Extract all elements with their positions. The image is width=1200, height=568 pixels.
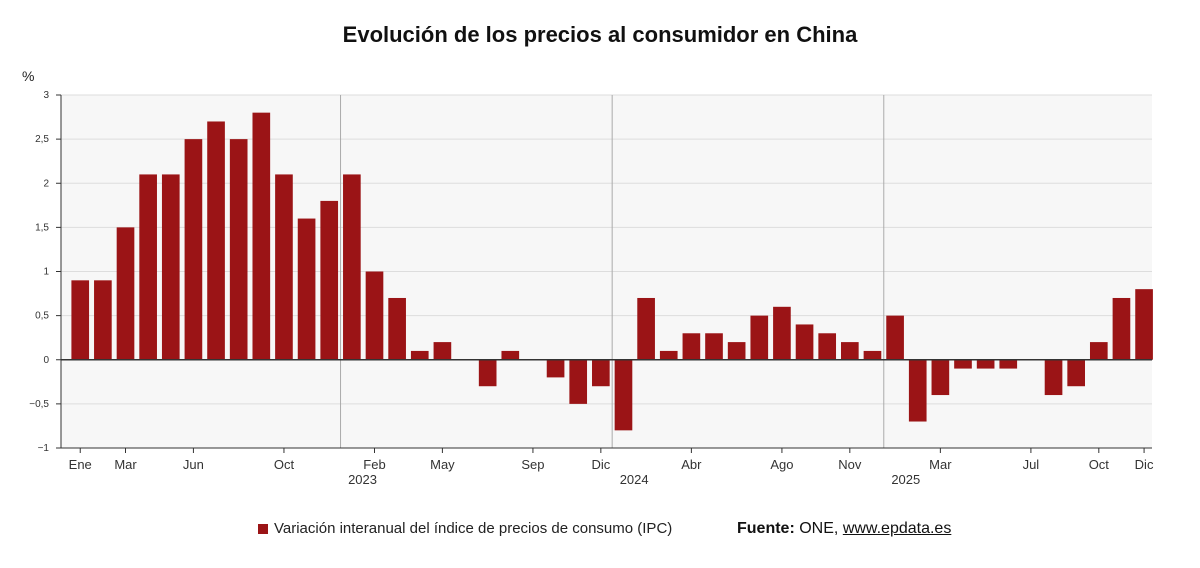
bar: Ago 2024 <box>773 306 791 360</box>
bar: Ene 2025 <box>886 315 904 360</box>
bar: Nov 2023 <box>569 359 588 404</box>
bar: Dic 2023 <box>592 359 610 387</box>
y-tick-label: 0 <box>43 355 49 366</box>
bar: Ago 2022 <box>229 139 248 360</box>
bar: Ago 2025 <box>1044 359 1063 396</box>
bar: Oct 2023 <box>546 359 565 378</box>
bar: Oct 2022 <box>275 174 293 360</box>
bar: Ene 2022 <box>71 280 90 360</box>
x-tick-label: Oct <box>1089 457 1110 472</box>
bar: Abr 2023 <box>410 350 429 360</box>
bar: Abr 2022 <box>139 174 157 360</box>
bar: Jul 2023 <box>478 359 497 387</box>
bar: Mar 2023 <box>388 297 406 360</box>
bar: Oct 2025 <box>1089 342 1108 360</box>
bar: May 2023 <box>433 342 452 360</box>
source-link[interactable]: www.epdata.es <box>842 520 952 537</box>
x-tick-label: Ago <box>770 457 793 472</box>
x-tick-label: Sep <box>521 457 544 472</box>
bar: May 2024 <box>705 333 723 360</box>
bar: Feb 2024 <box>637 297 655 360</box>
bar: Jul 2022 <box>207 121 225 360</box>
bar: Sep 2022 <box>252 112 271 360</box>
x-tick-label: Dic <box>591 457 610 472</box>
x-tick-label: Oct <box>274 457 295 472</box>
bar: Dic 2022 <box>320 200 339 360</box>
bar: Abr 2024 <box>682 333 701 360</box>
y-tick-label: 1 <box>43 267 49 278</box>
y-tick-label: −1 <box>38 443 50 454</box>
bar: Feb 2022 <box>94 280 112 360</box>
legend-label: Variación interanual del índice de preci… <box>274 520 673 537</box>
chart-title: Evolución de los precios al consumidor e… <box>342 22 858 47</box>
x-tick-label: Mar <box>114 457 137 472</box>
y-tick-label: 2 <box>43 178 49 189</box>
bar: Nov 2022 <box>297 218 316 360</box>
bar: Ene 2024 <box>614 359 633 431</box>
x-tick-label: Jun <box>183 457 204 472</box>
bar: Abr 2025 <box>954 359 972 369</box>
y-tick-label: 1,5 <box>35 222 49 233</box>
legend[interactable]: Variación interanual del índice de preci… <box>258 520 672 537</box>
bar: Dic 2025 <box>1135 289 1153 360</box>
x-tick-label: Ene <box>69 457 92 472</box>
y-tick-label: 3 <box>43 90 49 101</box>
source-note: Fuente: ONE, www.epdata.es <box>737 520 951 538</box>
bar: May 2022 <box>161 174 180 360</box>
x-tick-label: Feb <box>363 457 385 472</box>
bar: Ene 2023 <box>343 174 361 360</box>
bar: Nov 2025 <box>1112 297 1131 360</box>
bar: Mar 2024 <box>659 350 678 360</box>
y-axis-unit-label: % <box>22 68 35 84</box>
bar: May 2025 <box>976 359 995 369</box>
source-text: ONE, <box>799 520 839 537</box>
bar: Dic 2024 <box>863 350 882 360</box>
bar: Feb 2023 <box>365 271 384 360</box>
year-label: 2025 <box>891 472 920 487</box>
bar: Jun 2022 <box>184 139 203 360</box>
x-tick-label: Abr <box>681 457 702 472</box>
bar: Mar 2022 <box>116 227 135 360</box>
bar: Mar 2025 <box>931 359 950 396</box>
bar: Jun 2024 <box>727 342 746 360</box>
x-tick-label: Nov <box>838 457 862 472</box>
x-tick-label: Mar <box>929 457 952 472</box>
bar: Feb 2025 <box>908 359 927 422</box>
bar: Jun 2025 <box>999 359 1018 369</box>
y-tick-label: 2,5 <box>35 134 49 145</box>
year-label: 2023 <box>348 472 377 487</box>
legend-swatch <box>258 523 268 534</box>
bar: Sep 2024 <box>795 324 814 360</box>
bar: Ago 2023 <box>501 350 520 360</box>
x-tick-label: Dic <box>1135 457 1154 472</box>
y-tick-label: −0,5 <box>29 399 49 410</box>
bar: Sep 2025 <box>1067 359 1086 387</box>
bar: Oct 2024 <box>818 333 837 360</box>
x-tick-label: Jul <box>1023 457 1040 472</box>
year-label: 2024 <box>620 472 649 487</box>
y-tick-label: 0,5 <box>35 311 49 322</box>
bar: Nov 2024 <box>840 342 859 360</box>
bar: Jul 2024 <box>750 315 769 360</box>
source-label: Fuente: <box>737 520 795 537</box>
x-tick-label: May <box>430 457 455 472</box>
